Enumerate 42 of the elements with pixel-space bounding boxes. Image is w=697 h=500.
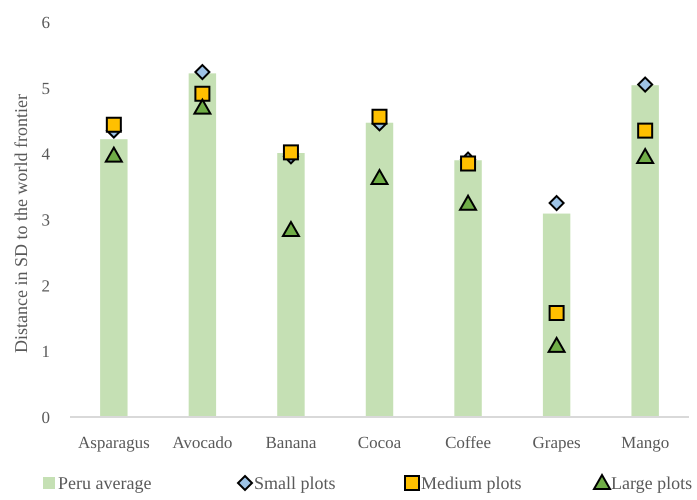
bar — [100, 139, 128, 417]
point — [370, 169, 388, 186]
bar — [542, 214, 570, 417]
x-tick-label: Banana — [265, 433, 317, 452]
point — [637, 122, 654, 139]
point — [636, 148, 654, 164]
bar — [631, 85, 659, 417]
point — [548, 304, 565, 321]
y-tick-label: 6 — [42, 12, 50, 32]
y-tick-label: 4 — [42, 144, 50, 164]
y-tick-label: 3 — [42, 210, 50, 230]
x-tick-label: Cocoa — [358, 433, 402, 452]
legend-label: Peru average — [58, 473, 152, 493]
x-tick-label: Grapes — [532, 433, 581, 452]
point — [548, 336, 566, 353]
y-tick-label: 5 — [42, 78, 50, 98]
bar — [277, 153, 305, 417]
point — [460, 156, 476, 172]
point — [194, 64, 210, 80]
y-tick-label: 2 — [42, 276, 50, 296]
x-tick-label: Avocado — [172, 433, 232, 452]
point — [193, 98, 212, 115]
point — [372, 108, 388, 125]
point — [637, 76, 654, 93]
bar — [188, 73, 216, 417]
x-tick-label: Asparagus — [78, 433, 150, 452]
point — [282, 221, 300, 238]
x-tick-label: Mango — [621, 433, 670, 452]
bar — [366, 122, 394, 417]
point — [194, 86, 210, 102]
x-tick-label: Coffee — [445, 433, 492, 452]
legend-label: Large plots — [611, 473, 692, 493]
point — [282, 144, 299, 160]
y-tick-label: 1 — [42, 342, 50, 362]
y-axis-title: Distance in SD to the world frontier — [11, 94, 31, 353]
point — [459, 194, 478, 211]
point — [104, 146, 123, 163]
y-tick-label: 0 — [42, 408, 50, 427]
legend-label: Medium plots — [421, 473, 522, 493]
legend-label: Small plots — [254, 473, 336, 493]
point — [106, 116, 122, 133]
point — [548, 195, 565, 212]
